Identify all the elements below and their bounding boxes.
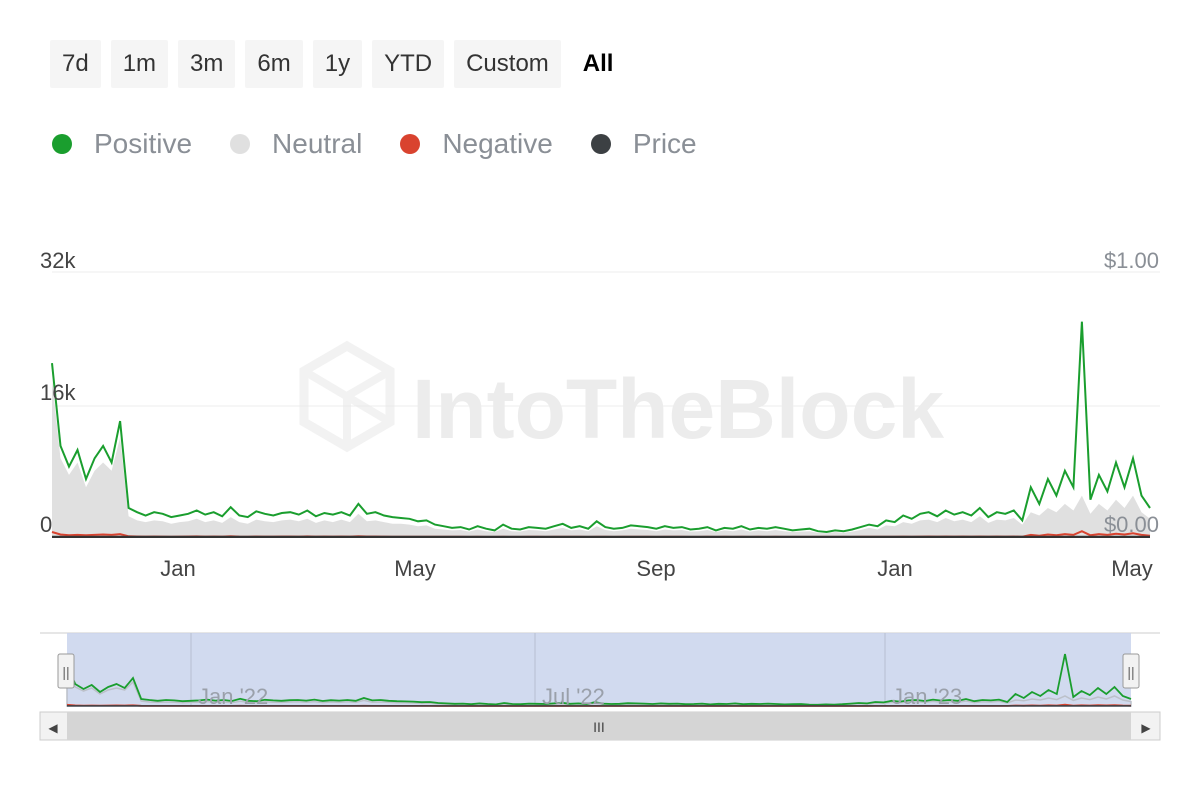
legend-dot-neutral (230, 134, 251, 154)
legend-item-neutral[interactable]: Neutral (230, 128, 362, 160)
legend-dot-positive (52, 134, 72, 154)
range-ytd-button[interactable]: YTD (372, 40, 445, 88)
grid-lines (52, 271, 1160, 407)
watermark-text: IntoTheBlock (412, 362, 944, 456)
y-axis-left-tick: 16k (40, 380, 76, 405)
legend-label-neutral: Neutral (272, 128, 363, 159)
x-axis-tick: May (394, 556, 436, 581)
navigator-left-handle[interactable]: || (57, 653, 75, 689)
series-positive-line (66, 653, 1132, 706)
x-axis-tick: Jan (877, 556, 912, 581)
series-positive-line (51, 321, 1151, 534)
range-custom-button[interactable]: Custom (454, 40, 561, 88)
x-axis-tick: May (1111, 556, 1153, 581)
range-selector: 7d 1m 3m 6m 1y YTD Custom All (50, 40, 625, 88)
range-7d-button[interactable]: 7d (50, 40, 101, 88)
legend-label-positive: Positive (94, 128, 193, 159)
legend-item-negative[interactable]: Negative (400, 128, 553, 160)
legend-label-price: Price (632, 128, 697, 159)
legend-dot-price (590, 134, 611, 154)
series-neutral-area (52, 379, 1150, 537)
x-axis-tick: Jan (160, 556, 195, 581)
y-axis-left-tick: 32k (40, 248, 76, 273)
scroll-right-arrow-icon[interactable]: ▶ (1141, 721, 1151, 735)
right-handle-grip: || (1127, 664, 1134, 680)
main-chart[interactable]: IntoTheBlock 32k 16k 0 $1.00 $0.00 Jan M… (0, 240, 1200, 600)
navigator-selection[interactable] (67, 633, 1131, 707)
legend-label-negative: Negative (442, 128, 553, 159)
scrollbar-grip: III (593, 719, 605, 735)
navigator-label: Jan '23 (892, 684, 962, 709)
scroll-left-arrow-icon[interactable]: ◀ (48, 721, 58, 735)
legend-item-price[interactable]: Price (590, 128, 697, 160)
chart-legend: Positive Neutral Negative Price (52, 128, 735, 160)
navigator-label: Jan '22 (198, 684, 268, 709)
range-1m-button[interactable]: 1m (110, 40, 169, 88)
range-all-button[interactable]: All (582, 50, 614, 77)
y-axis-right-tick: $1.00 (1104, 248, 1159, 273)
navigator-series-layer (66, 653, 1132, 707)
navigator[interactable]: Jan '22 Jul '22 Jan '23 || || III ◀ ▶ (0, 620, 1200, 750)
range-1y-button[interactable]: 1y (312, 40, 363, 88)
y-axis-left-tick: 0 (40, 512, 52, 537)
navigator-label: Jul '22 (542, 684, 605, 709)
legend-item-positive[interactable]: Positive (52, 128, 192, 160)
left-handle-grip: || (62, 664, 69, 680)
range-3m-button[interactable]: 3m (178, 40, 236, 88)
legend-dot-negative (400, 134, 421, 154)
navigator-right-handle[interactable]: || (1122, 653, 1140, 689)
scrollbar-thumb[interactable] (67, 712, 1131, 740)
range-6m-button[interactable]: 6m (245, 40, 303, 88)
y-axis-right-tick: $0.00 (1104, 512, 1159, 537)
x-axis-tick: Sep (636, 556, 675, 581)
watermark-logo (299, 340, 395, 453)
